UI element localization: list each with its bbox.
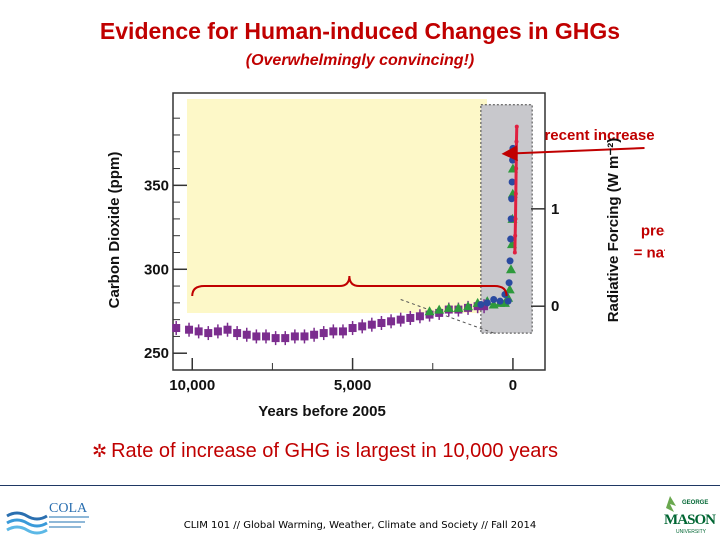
footer-divider xyxy=(0,485,720,486)
y-tick-label: 300 xyxy=(144,261,169,278)
data-point xyxy=(490,295,498,303)
data-point xyxy=(514,139,519,144)
mason-logo-text: MASON xyxy=(664,512,716,528)
slide-title: Evidence for Human-induced Changes in GH… xyxy=(99,18,621,44)
data-point xyxy=(477,301,485,309)
footer-text: CLIM 101 // Global Warming, Weather, Cli… xyxy=(183,520,537,531)
mason-logo-sub: UNIVERSITY xyxy=(676,529,707,535)
y-tick-label: 350 xyxy=(144,177,169,194)
bullet-star-icon: ✲ xyxy=(92,441,108,461)
bullet-text: Rate of increase of GHG is largest in 10… xyxy=(111,440,558,462)
data-point xyxy=(463,301,474,311)
data-point xyxy=(443,302,454,312)
data-series xyxy=(512,124,519,255)
y2-tick-label: 1 xyxy=(551,201,559,218)
trend-dashed-line xyxy=(400,299,494,334)
y2-tick-label: 0 xyxy=(551,298,559,315)
data-point xyxy=(507,235,515,243)
y-axis-label: Carbon Dioxide (ppm) xyxy=(106,152,123,309)
series-line xyxy=(513,126,519,253)
data-point xyxy=(512,250,517,255)
x-tick-label: 10,000 xyxy=(169,377,215,394)
data-point xyxy=(508,178,516,186)
data-point xyxy=(513,191,518,196)
y2-axis-label: Radiative Forcing (W m⁻²) xyxy=(605,138,622,323)
annotation-pre-industrial: pre-industrial era xyxy=(641,223,665,240)
data-point xyxy=(496,297,504,305)
mason-logo-small: GEORGE xyxy=(682,500,708,506)
data-point xyxy=(506,257,514,265)
data-point xyxy=(504,297,512,305)
x-tick-label: 0 xyxy=(509,377,517,394)
data-point xyxy=(514,124,519,129)
data-point xyxy=(513,233,518,238)
slide-subtitle: (Overwhelmingly convincing!) xyxy=(245,52,475,69)
cola-logo: COLA xyxy=(6,501,89,535)
x-axis-label: Years before 2005 xyxy=(258,403,386,420)
y-tick-label: 250 xyxy=(144,345,169,362)
data-series xyxy=(477,144,517,309)
bullet-point: ✲ Rate of increase of GHG is largest in 1… xyxy=(92,440,558,463)
cola-logo-text: COLA xyxy=(49,501,88,516)
x-tick-label: 5,000 xyxy=(334,377,372,394)
plot-background xyxy=(187,99,487,313)
pre-industrial-brace xyxy=(191,276,508,297)
data-point xyxy=(434,304,445,314)
annotation-recent-increase: recent increase xyxy=(544,127,654,144)
data-point xyxy=(506,264,517,274)
data-point xyxy=(513,216,518,221)
data-point xyxy=(514,166,519,171)
mason-logo: GEORGE MASON UNIVERSITY xyxy=(664,496,716,535)
data-point xyxy=(453,302,464,312)
data-point xyxy=(483,299,491,307)
recent-increase-arrow xyxy=(501,145,645,162)
data-point xyxy=(505,279,513,287)
data-point xyxy=(424,306,435,316)
data-point xyxy=(507,215,515,223)
data-point xyxy=(504,284,515,294)
annotation-natural-variability: = natural variability xyxy=(634,245,665,262)
data-point xyxy=(508,195,516,203)
